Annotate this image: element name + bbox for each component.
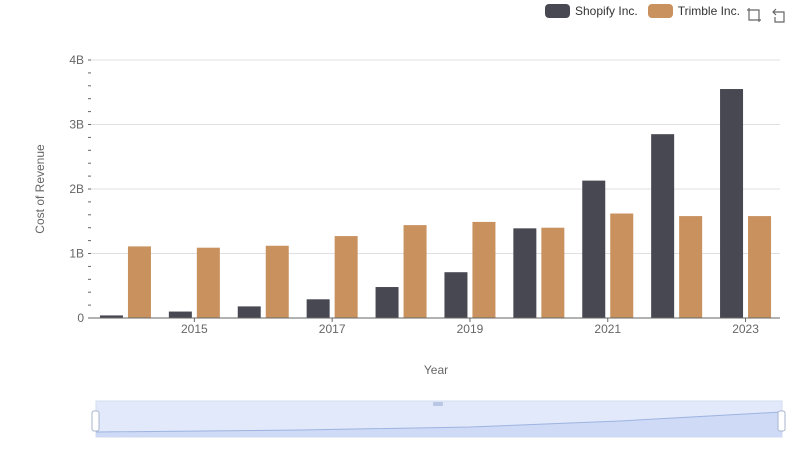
toolbox: [746, 7, 798, 23]
x-tick-label: 2019: [457, 322, 484, 336]
bar-shopify-2018[interactable]: [375, 287, 399, 318]
zoom-handle-left[interactable]: [91, 410, 100, 432]
zoom-icon[interactable]: [746, 7, 762, 23]
x-tick-label: 2021: [594, 322, 621, 336]
x-tick-label: 2017: [319, 322, 346, 336]
bar-trimble-2015[interactable]: [196, 247, 220, 318]
bars: [99, 89, 772, 319]
bar-shopify-2016[interactable]: [237, 306, 261, 318]
y-tick-label: 1B: [69, 247, 84, 261]
y-tick-label: 3B: [69, 118, 84, 132]
legend-label-shopify: Shopify Inc.: [575, 4, 638, 18]
y-tick-label: 0: [77, 311, 84, 325]
y-tick-label: 4B: [69, 53, 84, 67]
legend-swatch-trimble: [647, 4, 673, 18]
bar-trimble-2018[interactable]: [403, 225, 427, 318]
bar-shopify-2022[interactable]: [651, 134, 675, 318]
zoom-handle-right[interactable]: [777, 410, 786, 432]
legend-swatch-shopify: [545, 4, 570, 18]
bar-trimble-2017[interactable]: [334, 236, 358, 318]
legend-label-trimble: Trimble Inc.: [677, 4, 740, 18]
bar-shopify-2023[interactable]: [720, 89, 744, 319]
zoom-handle-top: [433, 402, 443, 406]
bar-shopify-2019[interactable]: [444, 272, 468, 318]
bar-trimble-2014[interactable]: [127, 246, 151, 318]
data-zoom-slider[interactable]: [91, 400, 786, 438]
legend-item-trimble[interactable]: Trimble Inc.: [647, 4, 740, 18]
bar-trimble-2016[interactable]: [265, 245, 289, 318]
legend: Shopify Inc. Trimble Inc.: [545, 4, 750, 18]
bar-shopify-2014[interactable]: [99, 315, 123, 318]
zoom-preview-line: [95, 411, 783, 433]
bar-shopify-2020[interactable]: [513, 228, 537, 318]
bar-shopify-2021[interactable]: [582, 180, 606, 318]
x-axis-label: Year: [424, 363, 448, 377]
y-axis: 0 1B 2B 3B 4B: [69, 53, 91, 325]
y-tick-label: 2B: [69, 182, 84, 196]
x-axis: 2015 2017 2019 2021 2023: [91, 317, 780, 336]
grid-lines: [91, 59, 780, 254]
bar-trimble-2021[interactable]: [610, 213, 634, 318]
x-tick-label: 2023: [732, 322, 759, 336]
bar-shopify-2017[interactable]: [306, 299, 330, 318]
restore-icon[interactable]: [772, 7, 788, 23]
bar-trimble-2022[interactable]: [679, 216, 703, 318]
bar-trimble-2019[interactable]: [472, 221, 496, 318]
bar-shopify-2015[interactable]: [168, 311, 192, 318]
legend-item-shopify[interactable]: Shopify Inc.: [545, 4, 638, 18]
x-tick-label: 2015: [181, 322, 208, 336]
y-axis-label: Cost of Revenue: [33, 144, 47, 234]
bar-trimble-2023[interactable]: [748, 216, 772, 318]
bar-trimble-2020[interactable]: [541, 227, 565, 318]
